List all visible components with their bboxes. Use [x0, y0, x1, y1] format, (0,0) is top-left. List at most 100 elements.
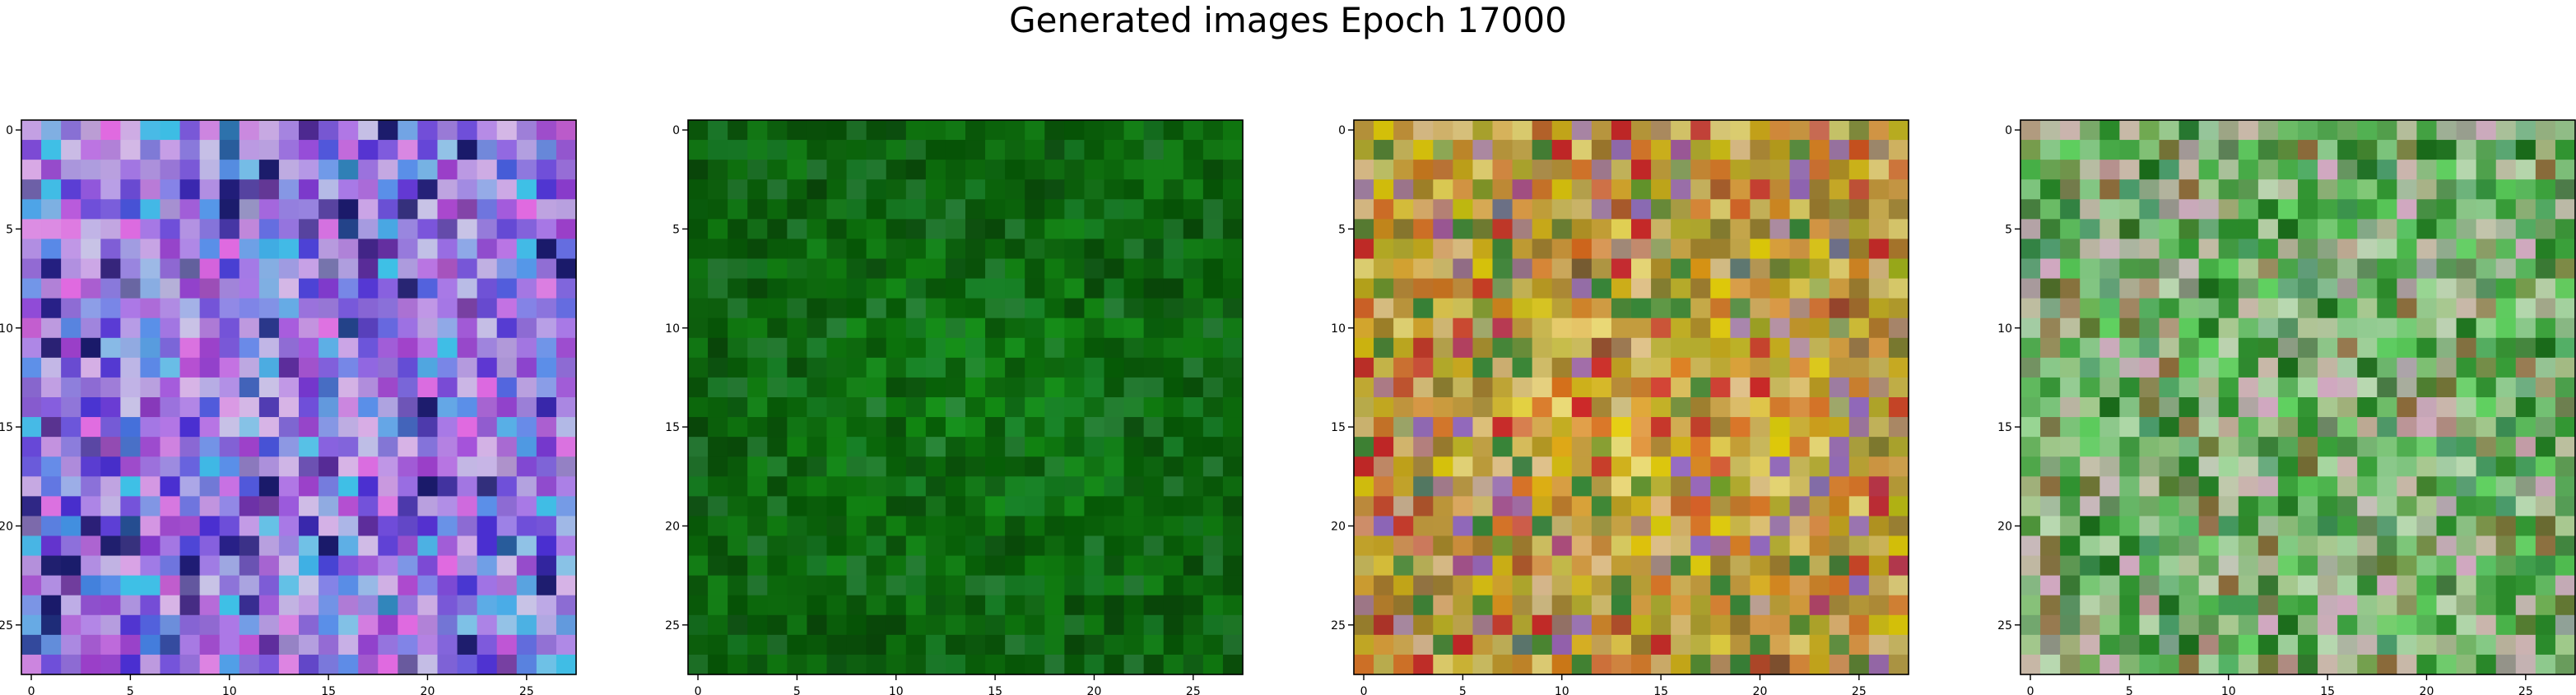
pixel-cell [2178, 555, 2200, 577]
pixel-cell [100, 535, 121, 557]
pixel-cell [398, 595, 419, 616]
pixel-cell [199, 456, 221, 477]
pixel-cell [338, 337, 359, 359]
figure-title: Generated images Epoch 17000 [1009, 0, 1567, 40]
pixel-cell [1413, 555, 1434, 577]
pixel-cell [199, 555, 221, 577]
pixel-cell [258, 614, 280, 636]
pixel-cell [1413, 199, 1434, 220]
pixel-cell [2456, 219, 2477, 240]
pixel-cell [1163, 456, 1184, 477]
pixel-cell [2277, 535, 2299, 557]
pixel-cell [1789, 377, 1811, 398]
pixel-cell [1551, 239, 1573, 260]
pixel-cell [1611, 160, 1632, 180]
pixel-cell [1750, 595, 1771, 616]
pixel-cell [2535, 417, 2556, 438]
pixel-cell [1025, 575, 1045, 596]
pixel-cell [2178, 614, 2200, 636]
pixel-cell [2080, 397, 2100, 418]
pixel-cell [1354, 179, 1374, 200]
pixel-cell [866, 160, 887, 180]
pixel-cell [688, 179, 709, 200]
pixel-cell [417, 377, 439, 398]
pixel-cell [239, 654, 260, 675]
pixel-cell [1123, 476, 1145, 497]
pixel-cell [1710, 575, 1731, 596]
pixel-cell [905, 595, 927, 616]
pixel-cell [120, 397, 142, 418]
pixel-cell [1413, 575, 1434, 596]
pixel-cell [886, 634, 907, 656]
pixel-cell [807, 535, 828, 557]
pixel-cell [965, 140, 986, 160]
pixel-cell [1868, 298, 1890, 319]
pixel-cell [1433, 140, 1453, 160]
pixel-cell [1789, 654, 1811, 675]
pixel-cell [1532, 140, 1553, 160]
pixel-cell [358, 555, 379, 577]
pixel-cell [2357, 614, 2378, 636]
pixel-cell [536, 654, 557, 675]
pixel-cell [378, 476, 398, 497]
pixel-cell [2555, 595, 2576, 616]
pixel-cell [338, 179, 359, 200]
pixel-cell [1730, 595, 1751, 616]
pixel-cell [1611, 397, 1632, 418]
pixel-cell [358, 337, 379, 359]
x-tick-label: 15 [321, 685, 336, 695]
pixel-cell [1651, 476, 1672, 497]
pixel-cell [219, 496, 240, 517]
pixel-cell [358, 535, 379, 557]
pixel-cell [1222, 219, 1244, 240]
pixel-cell [1143, 377, 1165, 398]
pixel-cell [1750, 437, 1771, 457]
pixel-cell [1571, 555, 1593, 577]
pixel-cell [1888, 595, 1909, 616]
y-tick-label: 25 [665, 619, 680, 632]
pixel-cell [219, 239, 240, 260]
pixel-cell [2357, 437, 2378, 457]
pixel-cell [886, 179, 907, 200]
pixel-cell [2238, 357, 2259, 378]
pixel-cell [1888, 120, 1909, 141]
pixel-cell [2080, 337, 2100, 359]
pixel-cell [905, 357, 927, 378]
pixel-cell [1433, 555, 1453, 577]
pixel-cell [1492, 199, 1514, 220]
pixel-cell [160, 397, 181, 418]
pixel-cell [1631, 278, 1652, 299]
pixel-cell [179, 179, 201, 200]
pixel-cell [688, 337, 709, 359]
pixel-cell [81, 575, 101, 596]
pixel-cell [1769, 456, 1791, 477]
pixel-cell [398, 417, 419, 438]
pixel-cell [2318, 516, 2338, 537]
pixel-cell [41, 397, 62, 418]
pixel-cell [239, 278, 260, 299]
pixel-cell [2060, 258, 2081, 280]
pixel-cell [2318, 595, 2338, 616]
pixel-cell [21, 258, 42, 280]
pixel-cell [2139, 634, 2160, 656]
pixel-cell [807, 298, 828, 319]
pixel-cell [2337, 199, 2358, 220]
pixel-cell [1393, 417, 1414, 438]
pixel-cell [41, 317, 62, 339]
pixel-cell [1183, 456, 1204, 477]
pixel-cell [2238, 634, 2259, 656]
pixel-cell [1730, 219, 1751, 240]
pixel-cell [708, 555, 728, 577]
pixel-cell [2456, 199, 2477, 220]
pixel-cell [179, 476, 201, 497]
pixel-cell [2515, 160, 2536, 180]
pixel-cell [378, 357, 398, 378]
pixel-cell [1492, 535, 1514, 557]
pixel-cell [1183, 199, 1204, 220]
pixel-cell [140, 555, 161, 577]
pixel-cell [81, 317, 101, 339]
pixel-cell [199, 298, 221, 319]
pixel-cell [2139, 654, 2160, 675]
pixel-cell [199, 595, 221, 616]
pixel-cell [807, 456, 828, 477]
